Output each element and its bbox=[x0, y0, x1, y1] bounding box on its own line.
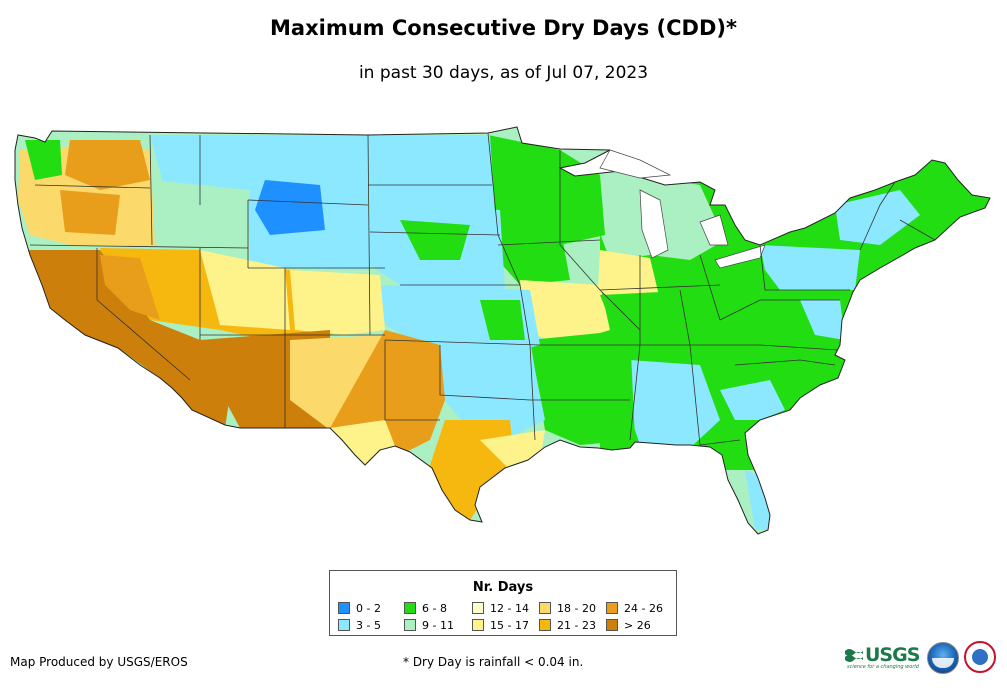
cdd-color-regions bbox=[15, 127, 990, 534]
legend-swatch bbox=[606, 619, 618, 631]
legend-swatch bbox=[539, 602, 551, 614]
state-boundaries bbox=[29, 132, 936, 446]
legend-item: 21 - 23 bbox=[539, 619, 596, 632]
legend-item: 12 - 14 bbox=[472, 602, 529, 615]
noaa-logo-icon bbox=[927, 642, 959, 674]
legend: Nr. Days 0 - 2 3 - 5 6 - 8 9 - 11 12 - 1… bbox=[329, 570, 677, 636]
legend-swatch bbox=[338, 602, 350, 614]
legend-item: 0 - 2 bbox=[338, 602, 381, 615]
legend-swatch bbox=[404, 602, 416, 614]
legend-swatch bbox=[472, 619, 484, 631]
nws-logo-icon bbox=[964, 641, 996, 673]
legend-swatch bbox=[404, 619, 416, 631]
legend-swatch bbox=[472, 602, 484, 614]
legend-item: 3 - 5 bbox=[338, 619, 381, 632]
lake-superior bbox=[599, 149, 672, 179]
legend-swatch bbox=[338, 619, 350, 631]
legend-item: 6 - 8 bbox=[404, 602, 447, 615]
map-credit: Map Produced by USGS/EROS bbox=[10, 655, 188, 669]
usgs-logo: USGS science for a changing world bbox=[845, 644, 920, 670]
legend-item: 15 - 17 bbox=[472, 619, 529, 632]
lake-michigan bbox=[639, 189, 669, 259]
usgs-tagline: science for a changing world bbox=[847, 664, 919, 670]
legend-swatch bbox=[606, 602, 618, 614]
legend-title: Nr. Days bbox=[472, 580, 534, 595]
map-title: Maximum Consecutive Dry Days (CDD)* bbox=[270, 16, 737, 40]
legend-item: 9 - 11 bbox=[404, 619, 454, 632]
usgs-wave-icon bbox=[845, 649, 863, 662]
usgs-logo-text: USGS bbox=[865, 644, 920, 666]
lake-erie bbox=[714, 244, 766, 269]
lake-huron bbox=[699, 214, 729, 246]
us-outline bbox=[14, 126, 991, 535]
legend-item: 24 - 26 bbox=[606, 602, 663, 615]
legend-item: > 26 bbox=[606, 619, 651, 632]
legend-item: 18 - 20 bbox=[539, 602, 596, 615]
dry-day-footnote: * Dry Day is rainfall < 0.04 in. bbox=[403, 655, 584, 669]
map-subtitle: in past 30 days, as of Jul 07, 2023 bbox=[358, 63, 649, 83]
legend-swatch bbox=[539, 619, 551, 631]
